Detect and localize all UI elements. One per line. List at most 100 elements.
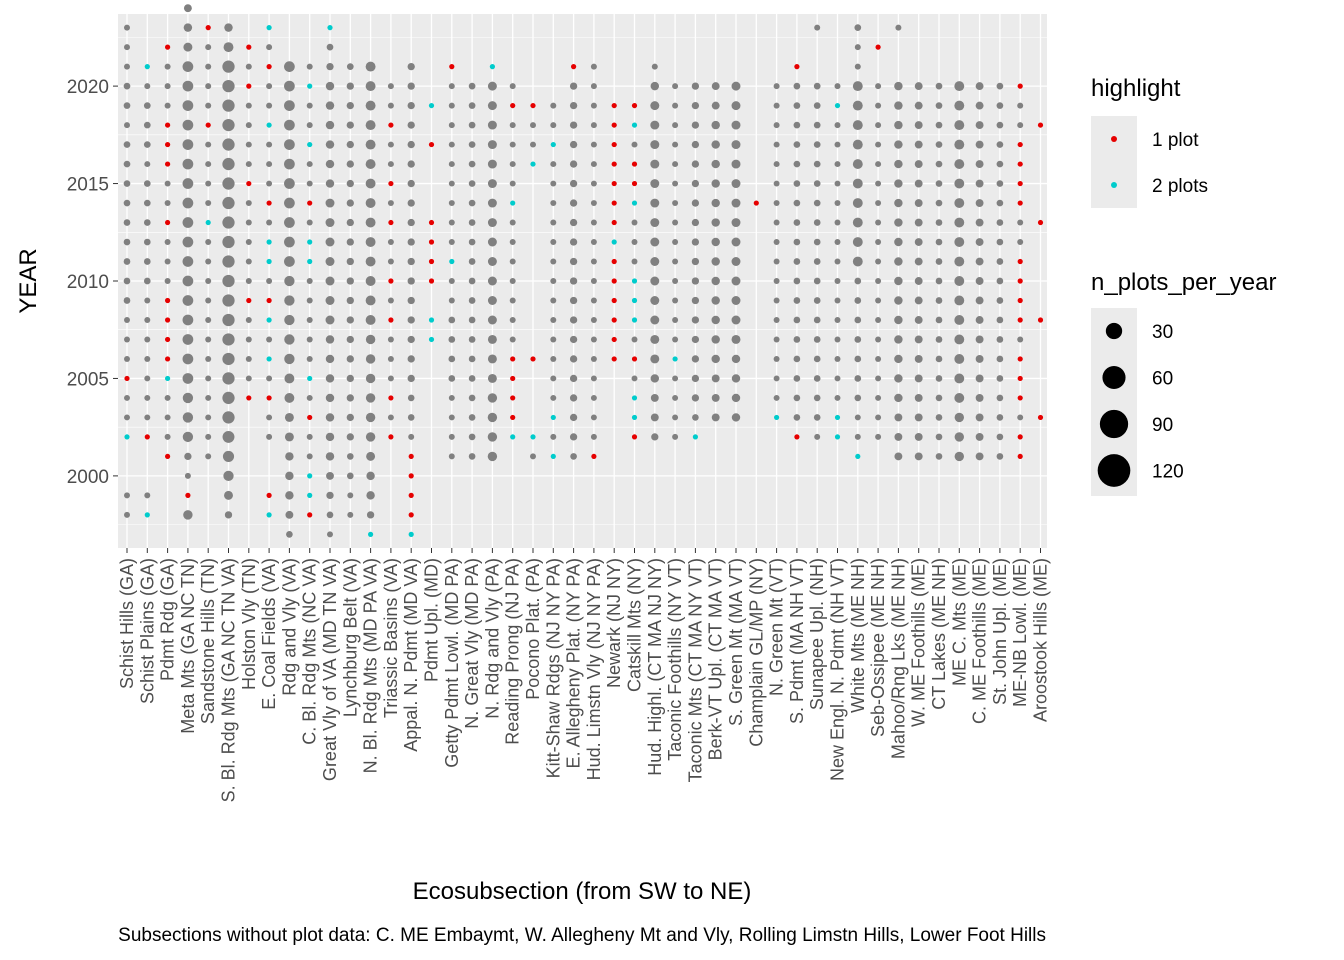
data-point — [205, 44, 212, 51]
data-point — [550, 102, 557, 109]
data-point — [143, 238, 151, 246]
data-point — [935, 238, 943, 246]
data-point — [245, 161, 252, 168]
data-point — [487, 315, 497, 325]
data-point — [854, 24, 862, 31]
data-point — [222, 60, 235, 73]
data-point — [650, 101, 660, 111]
data-point — [773, 336, 780, 343]
data-point — [996, 82, 1004, 90]
data-point — [975, 218, 984, 227]
data-point — [793, 160, 801, 168]
data-point — [731, 81, 741, 91]
data-point — [650, 159, 660, 169]
data-point — [875, 433, 882, 440]
data-point — [346, 472, 354, 480]
data-point — [124, 44, 130, 51]
data-point — [813, 336, 821, 343]
data-point-one-plot — [794, 64, 800, 70]
data-point — [773, 258, 780, 265]
data-point-one-plot — [1037, 219, 1044, 226]
data-point-two-plots — [530, 434, 536, 440]
data-point — [468, 258, 476, 265]
data-point-two-plots — [774, 414, 780, 421]
data-point — [894, 374, 903, 383]
data-point-two-plots — [449, 258, 455, 265]
highlight-legend-marker — [1111, 136, 1117, 142]
data-point-two-plots — [165, 375, 171, 382]
data-point — [650, 315, 660, 325]
data-point — [346, 335, 354, 344]
data-point — [935, 121, 943, 129]
data-point-one-plot — [611, 122, 617, 128]
data-point — [365, 276, 376, 286]
data-point-two-plots — [489, 64, 495, 70]
data-point — [894, 237, 903, 247]
data-point — [711, 198, 720, 208]
data-point — [996, 414, 1004, 421]
data-point — [306, 355, 313, 362]
data-point — [284, 392, 295, 403]
data-point — [487, 101, 497, 111]
data-point — [184, 452, 192, 461]
data-point-two-plots — [408, 531, 414, 537]
data-point — [325, 101, 335, 110]
x-tick-label: Aroostook Hills (ME) — [1031, 558, 1051, 722]
data-point — [954, 198, 965, 208]
data-point — [245, 63, 252, 70]
data-point — [387, 83, 394, 90]
data-point — [1017, 336, 1024, 343]
data-point — [631, 336, 638, 343]
data-point-one-plot — [408, 512, 414, 518]
data-point — [935, 160, 943, 168]
data-point — [182, 61, 194, 72]
data-point-two-plots — [266, 512, 272, 518]
data-point — [935, 277, 943, 285]
data-point — [672, 141, 679, 148]
data-point — [284, 197, 295, 209]
data-point — [875, 258, 882, 265]
data-point — [590, 258, 597, 265]
data-point — [407, 296, 415, 305]
data-point — [773, 200, 780, 207]
data-point — [793, 297, 801, 304]
data-point-one-plot — [611, 200, 617, 206]
data-point — [793, 180, 801, 187]
data-point — [672, 239, 679, 246]
data-point-one-plot — [1017, 141, 1023, 148]
data-point — [550, 433, 557, 440]
data-point-one-plot — [266, 492, 272, 498]
data-point — [996, 355, 1004, 363]
data-point-two-plots — [307, 83, 313, 89]
data-point — [852, 100, 863, 111]
data-point — [731, 393, 741, 403]
data-point — [245, 219, 252, 226]
data-point — [164, 200, 171, 207]
data-point — [509, 278, 516, 284]
highlight-legend-label: 2 plots — [1152, 176, 1208, 197]
data-point — [407, 82, 415, 90]
data-point — [672, 394, 679, 401]
data-point — [222, 450, 235, 462]
data-point — [143, 258, 151, 265]
data-point — [205, 375, 212, 382]
data-point-one-plot — [144, 434, 150, 440]
data-point — [550, 278, 557, 284]
x-tick-label: Taconic Foothills (NY VT) — [665, 558, 685, 761]
data-point — [245, 200, 252, 207]
data-point — [975, 316, 984, 324]
data-point — [407, 335, 415, 344]
data-point — [631, 375, 638, 382]
data-point — [691, 257, 700, 266]
data-point — [894, 159, 903, 169]
data-point — [793, 375, 801, 382]
data-point — [550, 297, 557, 304]
data-point-two-plots — [144, 64, 150, 70]
data-point — [266, 83, 273, 90]
data-point — [996, 375, 1004, 382]
data-point — [975, 432, 984, 441]
data-point — [468, 453, 476, 460]
data-point-two-plots — [307, 375, 313, 382]
data-point — [691, 199, 700, 207]
data-point — [813, 102, 821, 109]
